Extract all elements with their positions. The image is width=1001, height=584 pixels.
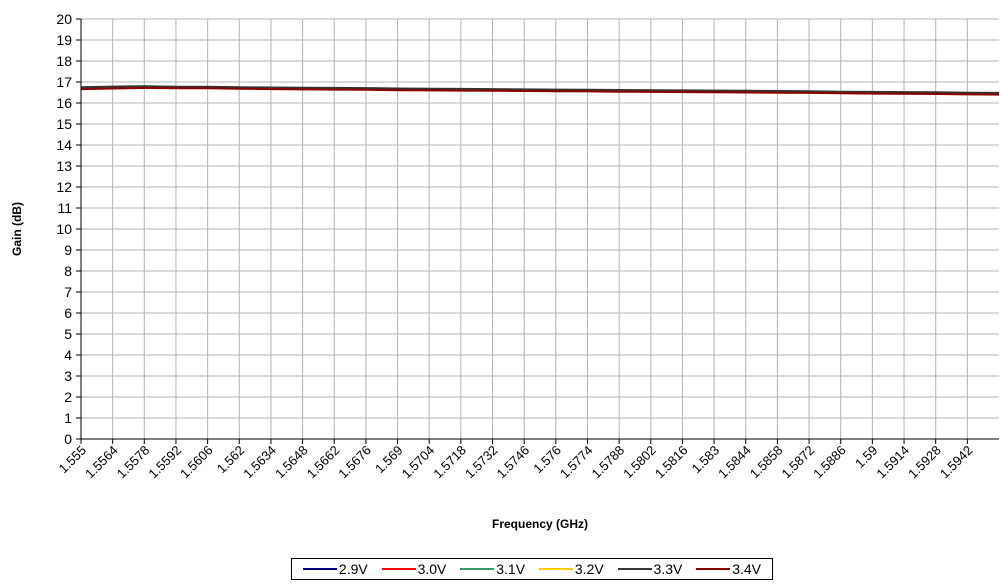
- legend-label: 3.4V: [732, 561, 762, 577]
- y-tick-label: 14: [56, 137, 72, 153]
- y-tick-label: 20: [56, 11, 72, 27]
- x-tick-label: 1.5802: [620, 443, 659, 482]
- y-tick-label: 4: [64, 347, 72, 363]
- legend-item: 3.2V: [538, 561, 604, 577]
- y-tick-label: 18: [56, 53, 72, 69]
- x-tick-label: 1.5578: [114, 443, 153, 482]
- x-tick-label: 1.5634: [240, 443, 279, 482]
- y-tick-label: 9: [64, 242, 72, 258]
- y-tick-label: 10: [56, 221, 72, 237]
- legend-item: 3.1V: [460, 561, 525, 577]
- legend-item: 3.4V: [696, 561, 761, 577]
- x-tick-label: 1.5788: [589, 443, 628, 482]
- y-tick-label: 3: [64, 368, 72, 384]
- legend-swatch: [460, 568, 495, 570]
- y-tick-label: 13: [56, 158, 72, 174]
- y-tick-label: 17: [56, 74, 72, 90]
- series-line-3-3V: [80, 85, 1000, 94]
- y-tick-label: 12: [56, 179, 72, 195]
- x-tick-label: 1.5592: [145, 443, 184, 482]
- x-tick-label: 1.5732: [462, 443, 501, 482]
- y-tick-label: 0: [64, 431, 72, 447]
- chart-legend: 2.9V 3.0V 3.1V 3.2V 3.3V 3.4V: [291, 558, 773, 580]
- y-tick-label: 2: [64, 389, 72, 405]
- y-tick-label: 6: [64, 305, 72, 321]
- x-tick-label: 1.5886: [810, 443, 849, 482]
- y-tick-label: 5: [64, 326, 72, 342]
- x-tick-label: 1.5718: [430, 443, 469, 482]
- y-tick-label: 19: [56, 32, 72, 48]
- x-tick-label: 1.5648: [272, 443, 311, 482]
- legend-label: 3.3V: [653, 561, 683, 577]
- x-tick-label: 1.5844: [715, 443, 754, 482]
- x-tick-label: 1.5816: [652, 443, 691, 482]
- legend-item: 2.9V: [302, 561, 368, 577]
- legend-swatch: [538, 568, 573, 570]
- legend-label: 2.9V: [338, 561, 368, 577]
- chart-series-group: [80, 85, 1000, 96]
- legend-label: 3.2V: [574, 561, 604, 577]
- x-tick-label: 1.5676: [335, 443, 374, 482]
- legend-item: 3.0V: [381, 561, 447, 577]
- y-tick-label: 7: [64, 284, 72, 300]
- x-tick-label: 1.5704: [399, 443, 438, 482]
- y-tick-label: 15: [56, 116, 72, 132]
- x-axis-title: Frequency (GHz): [492, 517, 588, 531]
- y-axis-title: Gain (dB): [10, 202, 24, 256]
- legend-item: 3.3V: [617, 561, 683, 577]
- y-tick-label: 8: [64, 263, 72, 279]
- x-tick-label: 1.5606: [177, 443, 216, 482]
- x-tick-labels: 1.5551.55641.55781.55921.56061.5621.5634…: [56, 443, 976, 482]
- legend-label: 3.0V: [417, 561, 447, 577]
- y-tick-label: 1: [64, 410, 72, 426]
- chart-gridlines: [80, 18, 999, 440]
- y-tick-label: 16: [56, 95, 72, 111]
- chart-axes: [76, 18, 999, 444]
- legend-swatch: [302, 568, 337, 570]
- x-tick-label: 1.5858: [747, 443, 786, 482]
- legend-label: 3.1V: [496, 561, 526, 577]
- legend-swatch: [381, 568, 416, 570]
- x-tick-label: 1.5872: [778, 443, 817, 482]
- x-tick-label: 1.5662: [304, 443, 343, 482]
- legend-swatch: [696, 568, 731, 570]
- x-tick-label: 1.5942: [937, 443, 976, 482]
- x-tick-label: 1.5564: [82, 443, 121, 482]
- x-tick-label: 1.5914: [873, 443, 912, 482]
- x-tick-label: 1.5746: [494, 443, 533, 482]
- y-tick-label: 11: [57, 200, 72, 216]
- x-tick-label: 1.5928: [905, 443, 944, 482]
- x-tick-label: 1.5774: [557, 443, 596, 482]
- legend-swatch: [617, 568, 652, 570]
- series-line-3-4V: [80, 86, 1000, 96]
